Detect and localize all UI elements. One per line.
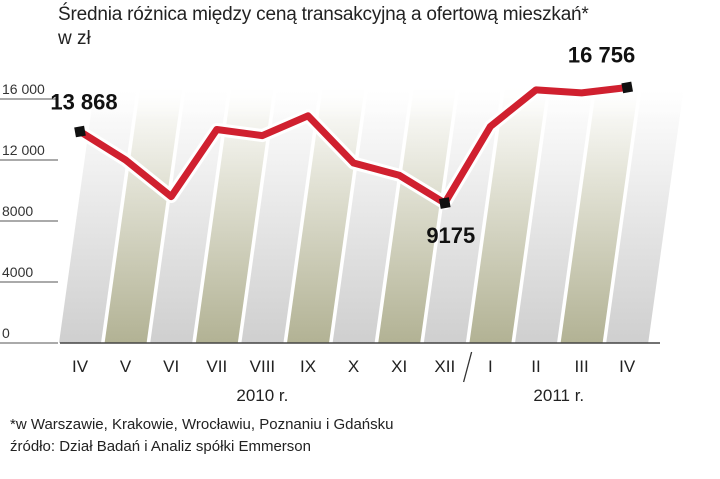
x-tick-label: X	[348, 357, 359, 376]
y-axis: 0 4000 8000 12 000 16 000	[0, 81, 660, 344]
series-line-layer	[73, 80, 634, 210]
year-label: 2011 r.	[533, 386, 584, 405]
x-tick-label: IV	[72, 357, 89, 376]
x-tick-label: I	[488, 357, 493, 376]
x-tick-label: VIII	[250, 357, 276, 376]
x-tick-label: VI	[163, 357, 179, 376]
background-band	[332, 85, 411, 343]
year-separator	[462, 351, 473, 383]
background-band	[241, 85, 320, 343]
footnote: *w Warszawie, Krakowie, Wrocławiu, Pozna…	[10, 416, 394, 433]
y-tick-label: 4000	[2, 264, 33, 280]
x-tick-label: III	[575, 357, 589, 376]
background-bands	[40, 80, 720, 343]
year-label: 2010 r.	[236, 386, 288, 405]
chart-title: Średnia różnica między ceną transakcyjną…	[58, 4, 589, 25]
data-point-marker	[621, 81, 633, 94]
background-band	[195, 85, 274, 343]
x-tick-label: VII	[206, 357, 227, 376]
data-point-marker	[74, 125, 86, 138]
x-tick-label: V	[120, 357, 132, 376]
x-tick-label: XII	[434, 357, 455, 376]
x-tick-label: IX	[300, 357, 316, 376]
chart-subtitle: w zł	[58, 28, 91, 49]
data-labels: 13 868 9175 16 756	[50, 42, 635, 248]
background-band	[515, 85, 593, 343]
background-band	[104, 85, 183, 343]
y-tick-label: 16 000	[2, 81, 45, 97]
background-band	[560, 85, 639, 343]
x-tick-label: II	[531, 357, 540, 376]
x-tick-label: IV	[619, 357, 636, 376]
background-band	[378, 85, 457, 343]
series-line	[76, 83, 631, 207]
data-point-marker	[439, 197, 451, 209]
source-note: źródło: Dział Badań i Analiz spółki Emme…	[10, 438, 311, 455]
y-tick-label: 8000	[2, 203, 33, 219]
data-label: 9175	[426, 223, 475, 248]
y-tick-label: 12 000	[2, 142, 45, 158]
x-tick-label: XI	[391, 357, 407, 376]
y-tick-label: 0	[2, 325, 10, 341]
data-label: 16 756	[568, 42, 635, 67]
background-band	[469, 85, 548, 343]
data-label: 13 868	[50, 90, 117, 115]
background-band	[606, 85, 685, 343]
